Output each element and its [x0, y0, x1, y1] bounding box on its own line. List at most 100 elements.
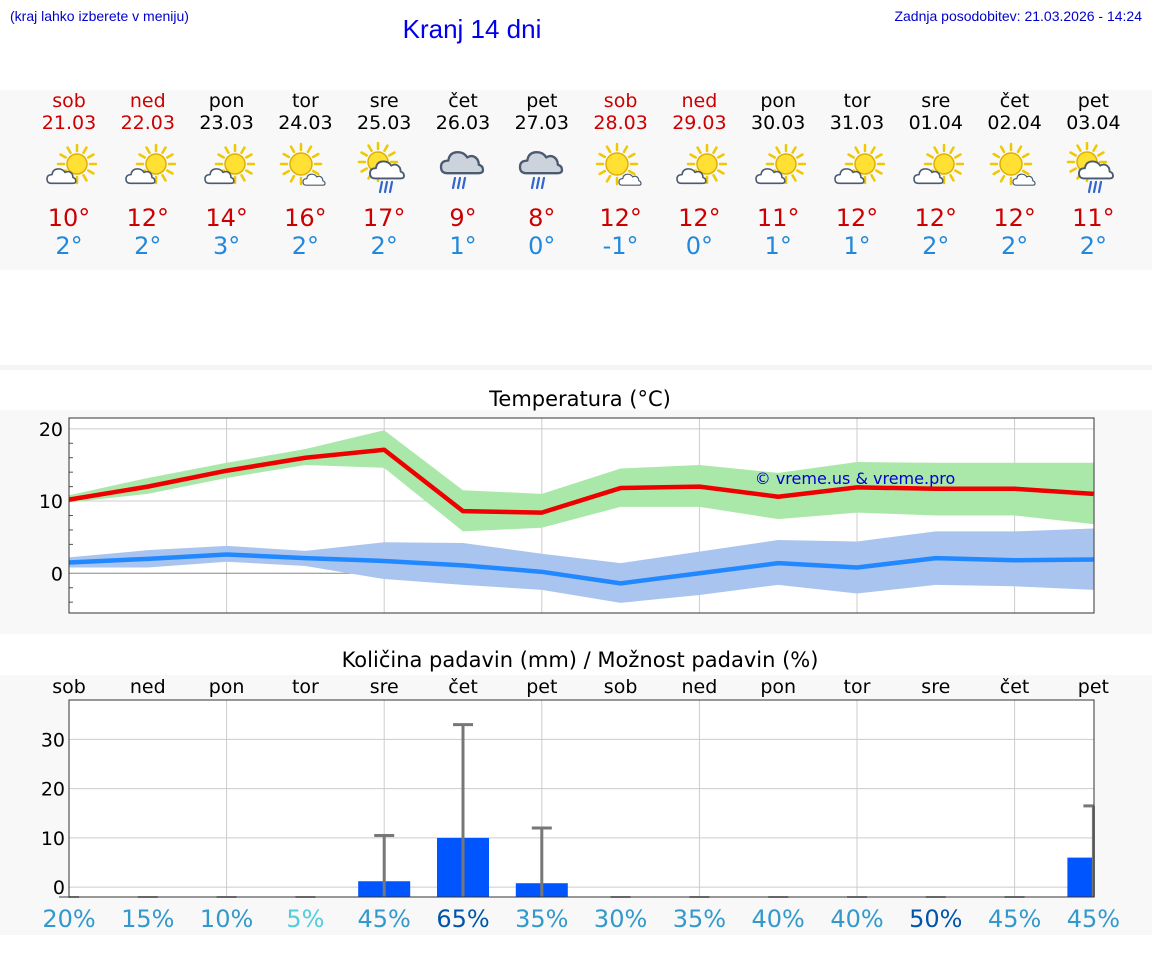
- day-date: 21.03: [41, 112, 97, 134]
- cloud-rain-icon: [518, 151, 563, 190]
- cloud-icon: [617, 173, 642, 186]
- day-forecast: ned 29.03 12° 0°: [659, 90, 739, 260]
- day-forecast: sre 25.03 17° 2°: [344, 90, 424, 260]
- min-temperature-line: [68, 552, 1094, 586]
- max-temperature-line: [68, 447, 1094, 515]
- max-temperature: 12°: [678, 204, 721, 232]
- day-forecast: sob 28.03 12° -1°: [581, 90, 661, 260]
- day-axis-label: ned: [682, 676, 718, 698]
- min-temperature: 2°: [370, 232, 398, 260]
- partly-cloudy-icon: [834, 143, 885, 185]
- precipitation-chart: sob ned pon tor sre čet pet sob ned pon tor sre čet p…: [41, 676, 1120, 933]
- day-date: 25.03: [356, 112, 412, 134]
- day-name: tor: [291, 90, 319, 112]
- cloud-icon: [125, 168, 156, 185]
- y-tick-label: 20: [41, 779, 65, 801]
- day-name: sre: [369, 90, 399, 112]
- day-name: čet: [448, 90, 478, 112]
- y-tick-label: 0: [53, 877, 65, 899]
- y-tick-label: 30: [41, 729, 65, 751]
- mostly-sunny-icon: [989, 142, 1036, 186]
- day-forecast: pet 27.03 8° 0°: [502, 90, 582, 260]
- max-temperature: 9°: [449, 204, 477, 232]
- partly-cloudy-icon: [46, 143, 97, 185]
- sun-icon: [595, 142, 638, 186]
- cloud-icon: [369, 160, 406, 180]
- partly-cloudy-icon: [203, 143, 255, 185]
- sun-cloud-rain-icon: [1067, 142, 1115, 194]
- precipitation-probability: 10%: [200, 905, 253, 933]
- min-temperature: 2°: [55, 232, 83, 260]
- day-name: pon: [208, 90, 245, 112]
- min-temperature: 2°: [922, 232, 950, 260]
- y-tick-label: 10: [41, 828, 65, 850]
- day-date: 26.03: [435, 112, 491, 134]
- day-date: 22.03: [120, 112, 175, 134]
- day-name: tor: [843, 90, 871, 112]
- cloud-icon: [1078, 160, 1115, 180]
- day-axis-label: sob: [52, 676, 86, 698]
- max-temperature: 14°: [205, 204, 248, 232]
- day-axis-label: pet: [1078, 676, 1109, 698]
- page-title: Kranj 14 dni: [402, 14, 542, 44]
- min-temperature: 0°: [528, 232, 556, 260]
- cloud-icon: [203, 168, 235, 185]
- location-menu-hint: (kraj lahko izberete v meniju): [10, 8, 189, 24]
- plot-area: [69, 700, 1094, 897]
- cloud-icon: [913, 168, 944, 185]
- day-date: 02.04: [987, 112, 1042, 134]
- partly-cloudy-icon: [755, 143, 807, 185]
- min-temperature: 1°: [843, 232, 871, 260]
- rain-icon: [530, 176, 545, 190]
- day-date: 23.03: [199, 112, 254, 134]
- plot-frame: [68, 417, 1095, 614]
- day-date: 24.03: [278, 112, 333, 134]
- watermark: © vreme.us & vreme.pro: [755, 469, 956, 488]
- day-axis-label: čet: [448, 676, 478, 698]
- day-axis-label: čet: [1000, 676, 1030, 698]
- day-name: sob: [52, 90, 86, 112]
- max-temperature: 17°: [362, 204, 406, 232]
- day-date: 27.03: [514, 112, 569, 134]
- precipitation-probability: 30%: [594, 905, 647, 933]
- precipitation-probability: 35%: [515, 905, 568, 933]
- day-axis-label: ned: [130, 676, 166, 698]
- max-temperature: 12°: [914, 204, 958, 232]
- min-temperature: 2°: [134, 232, 162, 260]
- precipitation-probability: 50%: [909, 905, 962, 933]
- max-temperature: 11°: [756, 204, 800, 232]
- day-name: sob: [603, 90, 638, 112]
- precipitation-probability: 45%: [988, 905, 1041, 933]
- partly-cloudy-icon: [913, 143, 964, 185]
- max-temperature: 12°: [126, 204, 170, 232]
- temperature-chart: 0 10 20 © vreme.us & vreme.pro: [39, 417, 1095, 614]
- day-forecast: čet 26.03 9° 1°: [423, 90, 503, 260]
- day-forecast: tor 31.03 12° 1°: [817, 90, 897, 260]
- precipitation-probability: 5%: [286, 905, 324, 933]
- day-name: pet: [1077, 90, 1109, 112]
- day-axis-label: sre: [370, 676, 399, 698]
- sun-icon: [56, 143, 97, 185]
- last-update-text: Zadnja posodobitev: 21.03.2026 - 14:24: [894, 8, 1142, 24]
- day-forecast: ned 22.03 12° 2°: [108, 90, 188, 260]
- day-date: 31.03: [829, 112, 885, 134]
- sun-icon: [280, 142, 323, 186]
- cloud-icon: [1011, 173, 1036, 186]
- min-temperature: 2°: [1079, 232, 1108, 260]
- cloud-icon: [439, 151, 485, 175]
- sun-cloud-rain-icon: [357, 142, 406, 194]
- day-forecast: pet 03.04 11° 2°: [1053, 90, 1133, 260]
- precipitation-bar: [1067, 857, 1094, 897]
- day-forecast: sre 01.04 12° 2°: [896, 90, 976, 260]
- max-temperature: 8°: [528, 204, 556, 232]
- cloud-icon: [46, 168, 77, 185]
- sun-icon: [765, 143, 807, 185]
- cloud-icon: [518, 151, 563, 175]
- cloud-icon: [755, 168, 786, 185]
- day-axis-label: pet: [526, 676, 557, 698]
- cloud-icon: [302, 173, 326, 186]
- precipitation-chart-title: Količina padavin (mm) / Možnost padavin …: [341, 648, 819, 672]
- precipitation-probability: 35%: [673, 905, 726, 933]
- rain-icon: [1088, 180, 1103, 194]
- min-temperature: -1°: [602, 232, 639, 260]
